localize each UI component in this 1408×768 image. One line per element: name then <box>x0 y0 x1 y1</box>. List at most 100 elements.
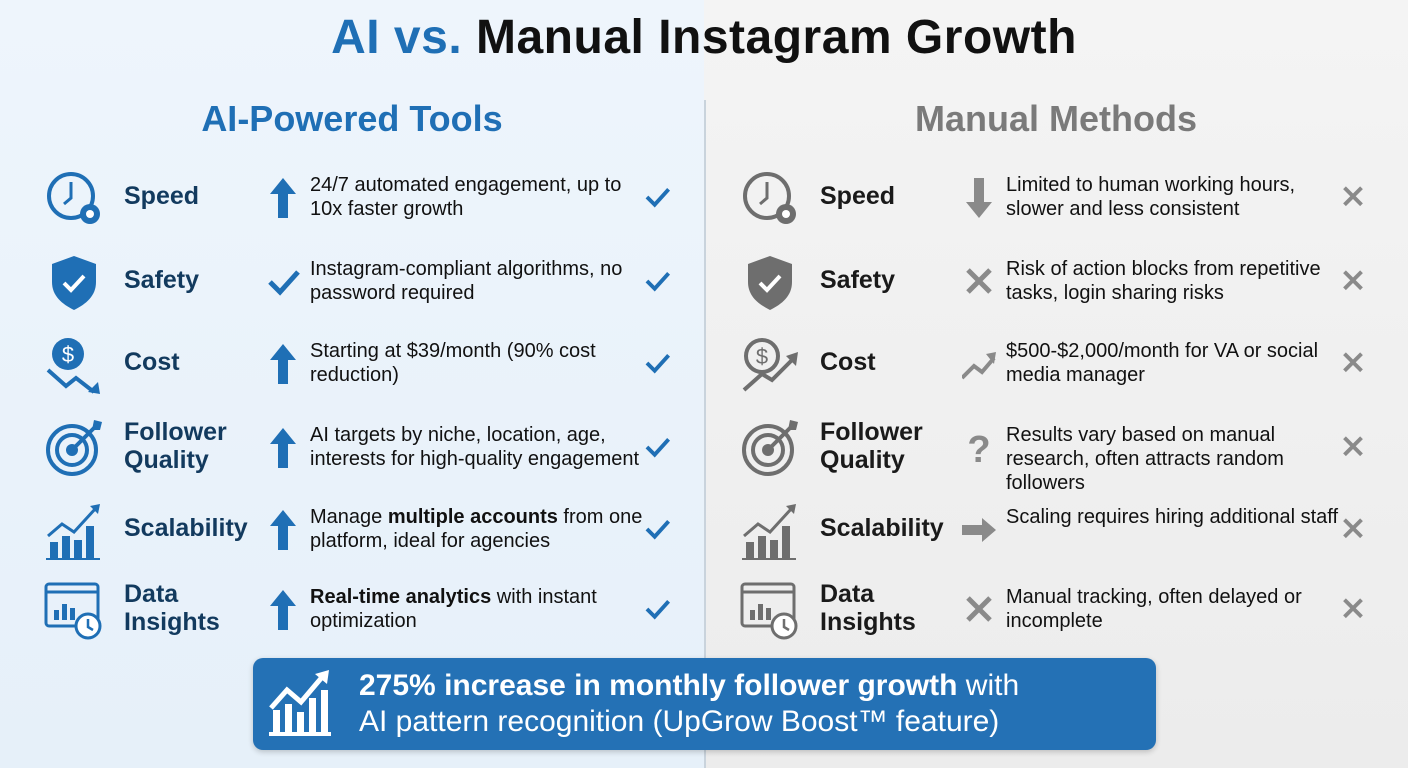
check-icon <box>268 270 300 296</box>
x-icon <box>1343 352 1363 373</box>
arrow-up-icon <box>270 428 296 468</box>
x-icon <box>966 596 992 622</box>
bar-chart-growth-icon <box>46 504 100 560</box>
x-icon <box>1343 518 1363 539</box>
x-icon <box>1343 436 1363 457</box>
desc-text: 24/7 automated engagement, up to 10x fas… <box>310 174 622 220</box>
row-description: $500-$2,000/month for VA or social media… <box>1006 339 1351 387</box>
comparison-row: Data Insights Real-time analytics with in… <box>44 580 684 660</box>
manual-heading: Manual Methods <box>914 98 1197 139</box>
target-icon <box>742 420 798 476</box>
x-icon <box>966 268 992 294</box>
row-label: Data Insights <box>124 580 220 636</box>
row-label: Cost <box>124 348 180 376</box>
row-description: 24/7 automated engagement, up to 10x fas… <box>310 173 655 221</box>
comparison-row: Follower Quality? Results vary based on m… <box>740 418 1380 498</box>
desc-text: Scaling requires hiring additional staff <box>1006 506 1339 528</box>
comparison-row: Speed Limited to human working hours, slo… <box>740 168 1380 248</box>
svg-text:?: ? <box>967 429 990 470</box>
row-label: Cost <box>820 348 876 376</box>
page-title: AI vs. Manual Instagram Growth <box>0 10 1408 65</box>
x-icon <box>1343 270 1363 291</box>
desc-text: Limited to human working hours, slower a… <box>1006 174 1296 220</box>
clock-gear-icon <box>743 172 796 224</box>
desc-highlight: Real-time analytics <box>310 586 492 608</box>
check-icon <box>645 437 671 458</box>
comparison-row: Data Insights Manual tracking, often dela… <box>740 580 1380 660</box>
comparison-row: Safety Instagram-compliant algorithms, no… <box>44 252 684 332</box>
x-icon <box>1343 186 1363 207</box>
desc-text: $500-$2,000/month for VA or social media… <box>1006 340 1319 386</box>
banner-text-line2: AI pattern recognition (UpGrow Boost™ fe… <box>359 705 1000 738</box>
arrow-right-icon <box>962 518 996 542</box>
row-label: Follower Quality <box>124 418 227 474</box>
desc-text: from one platform, ideal for agencies <box>310 506 643 552</box>
column-divider <box>704 100 706 768</box>
analytics-clock-icon <box>44 582 102 640</box>
check-icon <box>645 187 671 208</box>
row-label: Safety <box>820 266 896 294</box>
arrow-up-icon <box>270 510 296 550</box>
banner-text: 275% increase in monthly follower growth… <box>359 668 1019 740</box>
arrow-up-icon <box>270 590 296 630</box>
row-description: Instagram-compliant algorithms, no passw… <box>310 257 655 305</box>
dollar-trend-down-icon: $ <box>46 338 100 394</box>
check-icon <box>645 353 671 374</box>
banner-highlight: 275% increase in monthly follower growth <box>359 669 958 702</box>
ai-panel-background <box>0 0 704 768</box>
comparison-row: $ Cost $500-$2,000/month for VA or social … <box>740 334 1380 414</box>
comparison-row: Scalability Manage multiple accounts from… <box>44 500 684 580</box>
analytics-clock-icon <box>740 582 798 640</box>
target-icon <box>46 420 102 476</box>
desc-text: Manual tracking, often delayed or incomp… <box>1006 586 1302 632</box>
desc-text: Instagram-compliant algorithms, no passw… <box>310 258 623 304</box>
comparison-row: $ Cost Starting at $39/month (90% cost red… <box>44 334 684 414</box>
row-description: Real-time analytics with instant optimiz… <box>310 585 655 633</box>
row-label: Safety <box>124 266 200 294</box>
desc-text: with instant optimization <box>310 586 597 632</box>
arrow-down-icon <box>966 178 992 218</box>
ai-heading: AI-Powered Tools <box>201 98 503 139</box>
shield-check-icon <box>748 256 792 310</box>
desc-text: Results vary based on manual research, o… <box>1006 424 1284 494</box>
row-label: Speed <box>124 182 200 210</box>
svg-text:$: $ <box>62 342 74 367</box>
comparison-row: Follower Quality AI targets by niche, loc… <box>44 418 684 498</box>
clock-gear-icon <box>47 172 100 224</box>
row-description: Limited to human working hours, slower a… <box>1006 173 1351 221</box>
row-description: AI targets by niche, location, age, inte… <box>310 423 655 471</box>
row-label: Follower Quality <box>820 418 923 474</box>
row-description: Scaling requires hiring additional staff <box>1006 505 1351 529</box>
row-description: Manage multiple accounts from one platfo… <box>310 505 655 553</box>
banner-text-rest: with <box>957 669 1020 702</box>
title-ai: AI vs. <box>331 11 463 64</box>
desc-text: Starting at $39/month (90% cost reductio… <box>310 340 596 386</box>
growth-chart-icon <box>269 670 331 736</box>
desc-prefix: Manage <box>310 506 388 528</box>
comparison-row: Scalability Scaling requires hiring addit… <box>740 500 1380 580</box>
row-label: Scalability <box>124 514 248 542</box>
desc-text: Risk of action blocks from repetitive ta… <box>1006 258 1321 304</box>
check-icon <box>645 519 671 540</box>
manual-panel-background <box>704 0 1408 768</box>
shield-check-icon <box>52 256 96 310</box>
row-description: Results vary based on manual research, o… <box>1006 423 1351 495</box>
check-icon <box>645 271 671 292</box>
arrow-up-icon <box>270 344 296 384</box>
comparison-row: Speed 24/7 automated engagement, up to 10… <box>44 168 684 248</box>
dollar-trend-up-icon: $ <box>742 338 798 392</box>
row-description: Risk of action blocks from repetitive ta… <box>1006 257 1351 305</box>
svg-text:$: $ <box>756 344 768 369</box>
question-mark-icon: ? <box>967 429 990 470</box>
trend-up-icon <box>962 352 996 380</box>
row-label: Data Insights <box>820 580 916 636</box>
desc-highlight: multiple accounts <box>387 506 558 528</box>
title-rest: Manual Instagram Growth <box>476 11 1077 64</box>
row-description: Starting at $39/month (90% cost reductio… <box>310 339 655 387</box>
x-icon <box>1343 598 1363 619</box>
row-label: Scalability <box>820 514 944 542</box>
arrow-up-icon <box>270 178 296 218</box>
check-icon <box>645 599 671 620</box>
bar-chart-growth-icon <box>742 504 796 560</box>
row-description: Manual tracking, often delayed or incomp… <box>1006 585 1351 633</box>
